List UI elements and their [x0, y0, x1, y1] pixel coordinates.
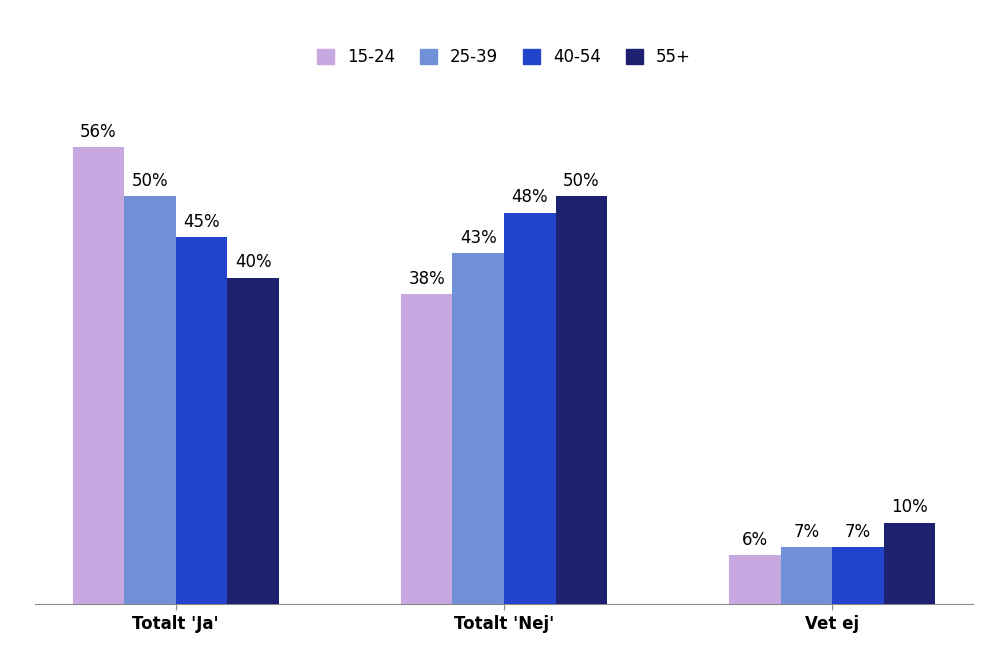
Legend: 15-24, 25-39, 40-54, 55+: 15-24, 25-39, 40-54, 55+ — [308, 40, 700, 75]
Text: 10%: 10% — [891, 498, 928, 516]
Text: 48%: 48% — [511, 188, 548, 206]
Bar — [453, 253, 504, 604]
Text: 38%: 38% — [408, 270, 445, 288]
Bar — [175, 237, 228, 604]
Text: 40%: 40% — [235, 253, 271, 272]
Bar — [124, 196, 175, 604]
Bar — [833, 547, 884, 604]
Text: 6%: 6% — [742, 531, 768, 549]
Bar — [555, 196, 607, 604]
Text: 45%: 45% — [183, 213, 220, 231]
Bar — [504, 213, 555, 604]
Bar — [780, 547, 833, 604]
Text: 7%: 7% — [793, 523, 820, 541]
Text: 43%: 43% — [460, 229, 497, 247]
Bar — [401, 294, 453, 604]
Text: 50%: 50% — [563, 172, 600, 190]
Bar — [228, 278, 279, 604]
Bar — [884, 523, 935, 604]
Bar — [729, 555, 780, 604]
Text: 56%: 56% — [81, 123, 117, 141]
Text: 7%: 7% — [845, 523, 871, 541]
Text: 50%: 50% — [132, 172, 168, 190]
Bar — [73, 147, 124, 604]
